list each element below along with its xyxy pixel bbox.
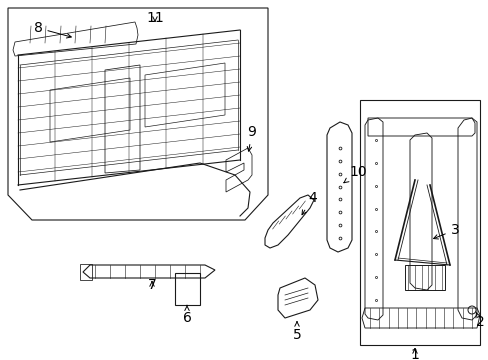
Text: 3: 3 [433, 223, 458, 239]
Text: 5: 5 [292, 322, 301, 342]
Text: 11: 11 [146, 11, 163, 25]
Text: 8: 8 [34, 21, 71, 38]
Text: 2: 2 [475, 312, 484, 329]
Text: 7: 7 [147, 278, 156, 292]
Text: 4: 4 [302, 191, 316, 215]
Text: 9: 9 [247, 125, 256, 151]
Text: 1: 1 [410, 348, 419, 360]
Text: 10: 10 [343, 165, 366, 183]
Text: 6: 6 [182, 305, 191, 325]
